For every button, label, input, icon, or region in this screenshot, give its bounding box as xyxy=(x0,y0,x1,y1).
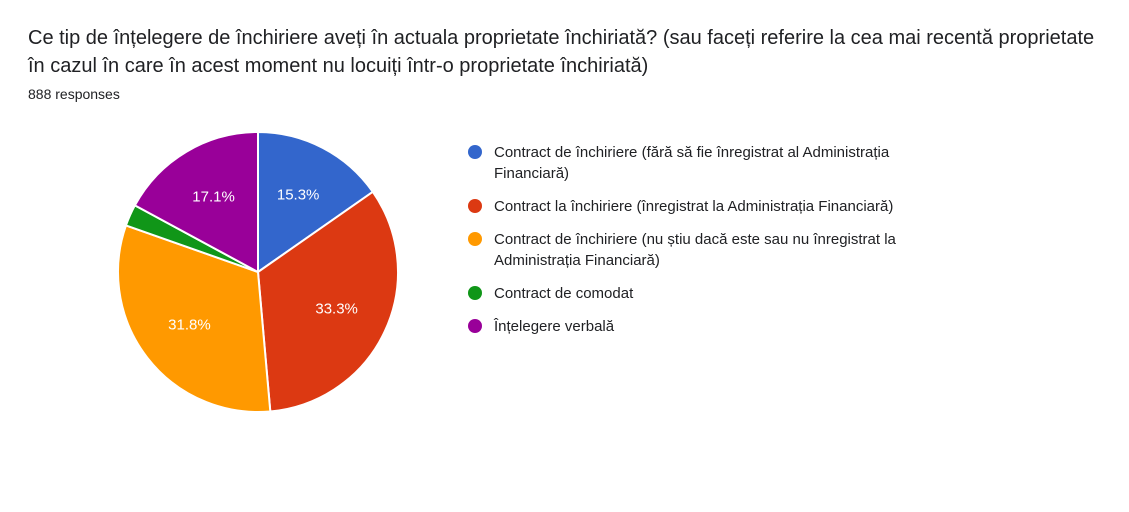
legend-item: Contract de închiriere (fără să fie înre… xyxy=(468,142,948,184)
legend-item: Contract la închiriere (înregistrat la A… xyxy=(468,196,948,217)
legend-label: Contract la închiriere (înregistrat la A… xyxy=(494,196,893,217)
legend-label: Contract de închiriere (nu știu dacă est… xyxy=(494,229,948,271)
chart-content: 15.3%33.3%31.8%17.1% Contract de închiri… xyxy=(28,122,1101,422)
legend-swatch xyxy=(468,319,482,333)
chart-title: Ce tip de înțelegere de închiriere aveți… xyxy=(28,24,1101,80)
legend-label: Contract de comodat xyxy=(494,283,633,304)
legend-item: Contract de comodat xyxy=(468,283,948,304)
legend-label: Înțelegere verbală xyxy=(494,316,614,337)
legend-label: Contract de închiriere (fără să fie înre… xyxy=(494,142,948,184)
legend-swatch xyxy=(468,199,482,213)
legend-swatch xyxy=(468,145,482,159)
response-count: 888 responses xyxy=(28,86,1101,102)
legend-item: Contract de închiriere (nu știu dacă est… xyxy=(468,229,948,271)
legend-swatch xyxy=(468,232,482,246)
pie-chart: 15.3%33.3%31.8%17.1% xyxy=(108,122,408,422)
legend-item: Înțelegere verbală xyxy=(468,316,948,337)
legend: Contract de închiriere (fără să fie înre… xyxy=(468,122,948,337)
legend-swatch xyxy=(468,286,482,300)
